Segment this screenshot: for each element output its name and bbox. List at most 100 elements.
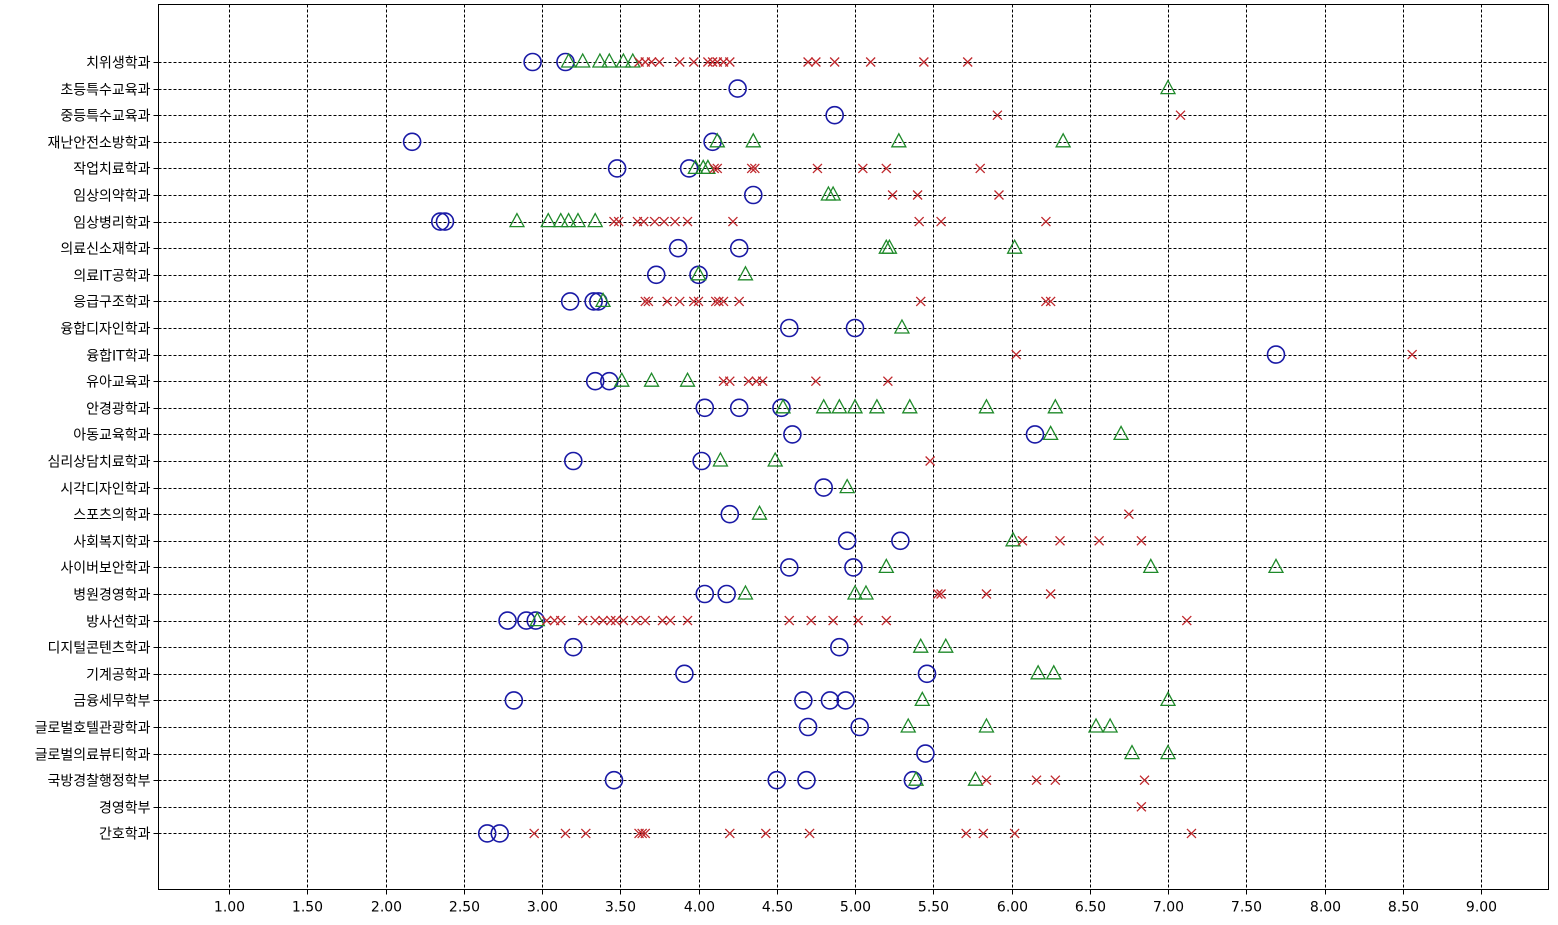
x-point	[912, 190, 923, 200]
x-point	[1055, 535, 1065, 546]
x-tick-label: 7.00	[1153, 900, 1184, 916]
x-point	[1031, 775, 1042, 786]
x-point	[757, 376, 768, 387]
triangle-point	[1030, 664, 1047, 680]
circle-point	[798, 717, 818, 737]
triangle-point	[687, 159, 704, 175]
circle-point	[560, 292, 580, 311]
x-point	[1017, 535, 1028, 546]
triangle-point	[912, 637, 929, 653]
triangle-point	[868, 398, 885, 414]
x-point	[630, 615, 641, 626]
x-point	[914, 216, 925, 227]
vertical-gridlines	[229, 4, 1482, 890]
x-point	[1040, 216, 1051, 227]
x-point	[682, 615, 693, 626]
circle-point	[729, 238, 749, 258]
x-point	[1040, 296, 1051, 307]
x-point	[857, 163, 868, 174]
circle-point	[402, 132, 422, 152]
x-point	[881, 615, 892, 626]
category-labels: 치위생학과초등특수교육과중등특수교육과재난안전소방학과작업치료학과임상의약학과임…	[35, 56, 151, 843]
x-point	[580, 828, 591, 839]
triangle-point	[1055, 132, 1072, 148]
x-point	[682, 216, 693, 227]
x-point	[609, 216, 619, 227]
x-point	[1123, 509, 1134, 520]
x-point	[981, 775, 992, 786]
triangle-point	[560, 212, 577, 228]
x-point	[646, 57, 657, 67]
x-point	[1175, 110, 1186, 121]
circle-point	[523, 52, 542, 72]
x-point	[936, 216, 947, 227]
category-label: 경영학부	[99, 801, 151, 817]
x-point	[918, 57, 929, 67]
x-point	[812, 163, 823, 174]
x-point	[810, 57, 821, 67]
x-tick-label: 1.50	[292, 900, 323, 916]
x-point	[925, 456, 936, 466]
x-point	[1009, 828, 1020, 839]
circle-point	[504, 691, 524, 710]
triangle-point	[839, 478, 856, 494]
x-point	[649, 216, 660, 227]
triangle-point	[591, 52, 608, 68]
x-point	[1045, 589, 1056, 599]
triangle-point	[890, 132, 907, 148]
x-point	[882, 376, 893, 387]
x-point	[1094, 535, 1105, 546]
circle-point	[917, 664, 937, 684]
circle-point	[820, 691, 840, 710]
x-tick-label: 5.00	[840, 900, 871, 916]
x-tick-label: 2.50	[449, 900, 480, 916]
x-tick-label: 8.00	[1310, 900, 1341, 916]
category-label: 기계공학과	[86, 668, 151, 684]
triangle-point	[1142, 558, 1159, 574]
category-label: 방사선학과	[86, 615, 151, 631]
x-point	[1139, 775, 1150, 786]
category-label: 디지털콘텐츠학과	[47, 641, 150, 657]
x-point	[724, 57, 735, 67]
triangle-point	[1123, 744, 1141, 760]
x-point	[560, 828, 571, 839]
category-label: 유아교육과	[86, 375, 151, 391]
triangle-point	[767, 451, 784, 467]
x-point	[936, 589, 947, 599]
circle-point	[477, 824, 497, 843]
triangle-point	[1112, 425, 1130, 441]
x-point	[657, 615, 668, 626]
x-tick-label: 4.00	[684, 900, 715, 916]
circle-point	[728, 79, 747, 98]
triangle-point	[624, 52, 641, 68]
category-label: 사회복지학과	[73, 535, 150, 551]
x-point	[613, 216, 624, 227]
circle-point	[783, 425, 802, 444]
circle-point	[563, 637, 583, 657]
circle-point	[585, 371, 605, 391]
x-point	[590, 615, 601, 626]
x-point	[640, 828, 651, 839]
x-point	[577, 615, 588, 626]
x-point	[1045, 296, 1056, 307]
category-label: 재난안전소방학과	[47, 136, 150, 152]
category-label: 중등특수교육과	[60, 109, 150, 125]
circle-point	[646, 265, 666, 285]
x-tick-label: 8.50	[1388, 900, 1419, 916]
category-label: 임상병리학과	[73, 216, 150, 232]
x-point	[598, 615, 608, 626]
triangle-point	[774, 398, 792, 414]
triangle-point	[978, 398, 995, 414]
circle-point	[836, 691, 855, 710]
x-tick-label: 3.00	[527, 900, 558, 916]
x-point	[674, 57, 685, 67]
x-tick-label: 6.50	[1075, 900, 1106, 916]
x-point	[746, 163, 757, 174]
triangle-point	[857, 584, 875, 600]
x-tick-label: 3.50	[605, 900, 636, 916]
triangle-point	[914, 691, 931, 707]
x-point	[1186, 828, 1197, 839]
triangle-point	[699, 159, 716, 175]
x-point	[1136, 535, 1147, 546]
circle-point	[844, 558, 863, 577]
